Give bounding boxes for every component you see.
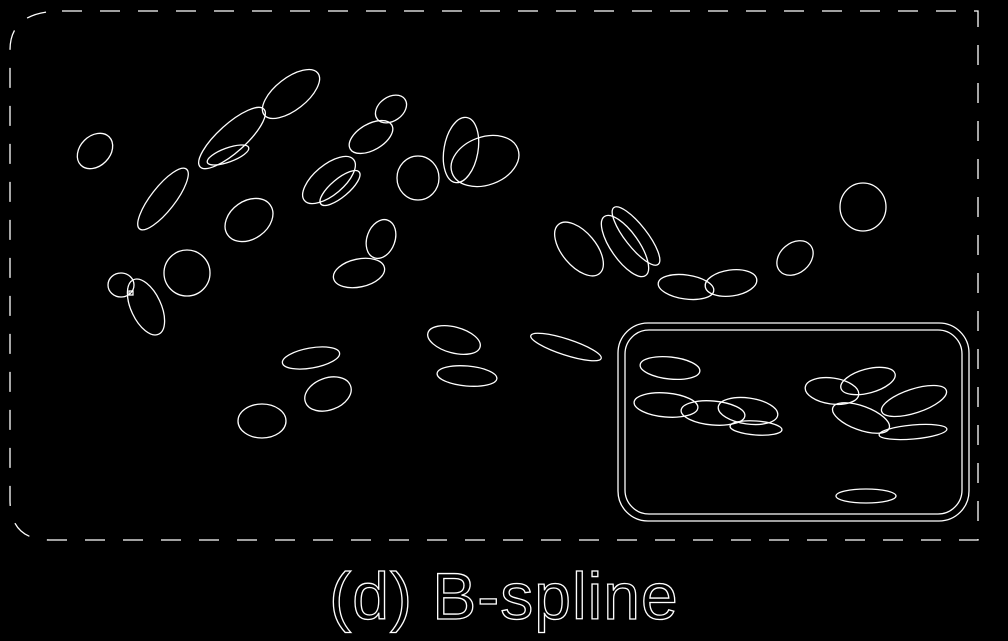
cell-outline: [396, 155, 440, 201]
cell-outline: [206, 144, 250, 166]
cell-outline: [261, 68, 321, 120]
cell-outline: [442, 116, 480, 184]
cell-outline: [427, 324, 481, 356]
cell-outline: [704, 268, 758, 298]
cell-outline: [436, 365, 498, 387]
cell-outline: [163, 249, 211, 297]
cell-outline: [633, 392, 699, 418]
cell-outline: [304, 376, 352, 412]
cell-outline: [639, 355, 701, 381]
cell-outline: [717, 396, 779, 426]
cell-outline: [776, 240, 814, 276]
cell-outline: [224, 197, 274, 243]
cell-outline: [302, 155, 356, 205]
outer-dashed-boundary: [9, 10, 979, 541]
cell-outline: [76, 132, 114, 170]
cell-outline: [657, 273, 715, 301]
cell-outline: [729, 420, 783, 436]
cell-outline: [365, 218, 397, 260]
cell-outline: [839, 182, 887, 232]
cell-outline: [878, 423, 948, 441]
cell-outline: [319, 169, 361, 207]
cell-outline: [198, 106, 266, 170]
detail-frame-outer: [617, 322, 970, 522]
cell-outline: [835, 488, 897, 504]
figure-caption: (d) B-spline: [329, 558, 679, 633]
cell-outline: [374, 94, 408, 124]
cell-outline: [126, 278, 166, 336]
cell-outline: [600, 214, 650, 278]
cell-outline: [237, 403, 287, 439]
cell-outline: [880, 384, 948, 418]
cell-outline: [680, 400, 746, 426]
cell-outline: [348, 119, 394, 155]
cell-outline: [137, 167, 189, 231]
cell-outline: [107, 272, 135, 298]
cell-outline: [840, 366, 896, 396]
cell-marker: [128, 290, 134, 296]
cell-outline: [831, 402, 891, 434]
cell-outline: [611, 206, 661, 266]
cell-outline: [530, 332, 602, 362]
cell-outline: [450, 134, 520, 188]
cell-outline: [554, 221, 604, 277]
cell-outline: [281, 346, 341, 370]
cell-outline: [332, 257, 386, 289]
detail-frame-inner: [624, 329, 963, 515]
